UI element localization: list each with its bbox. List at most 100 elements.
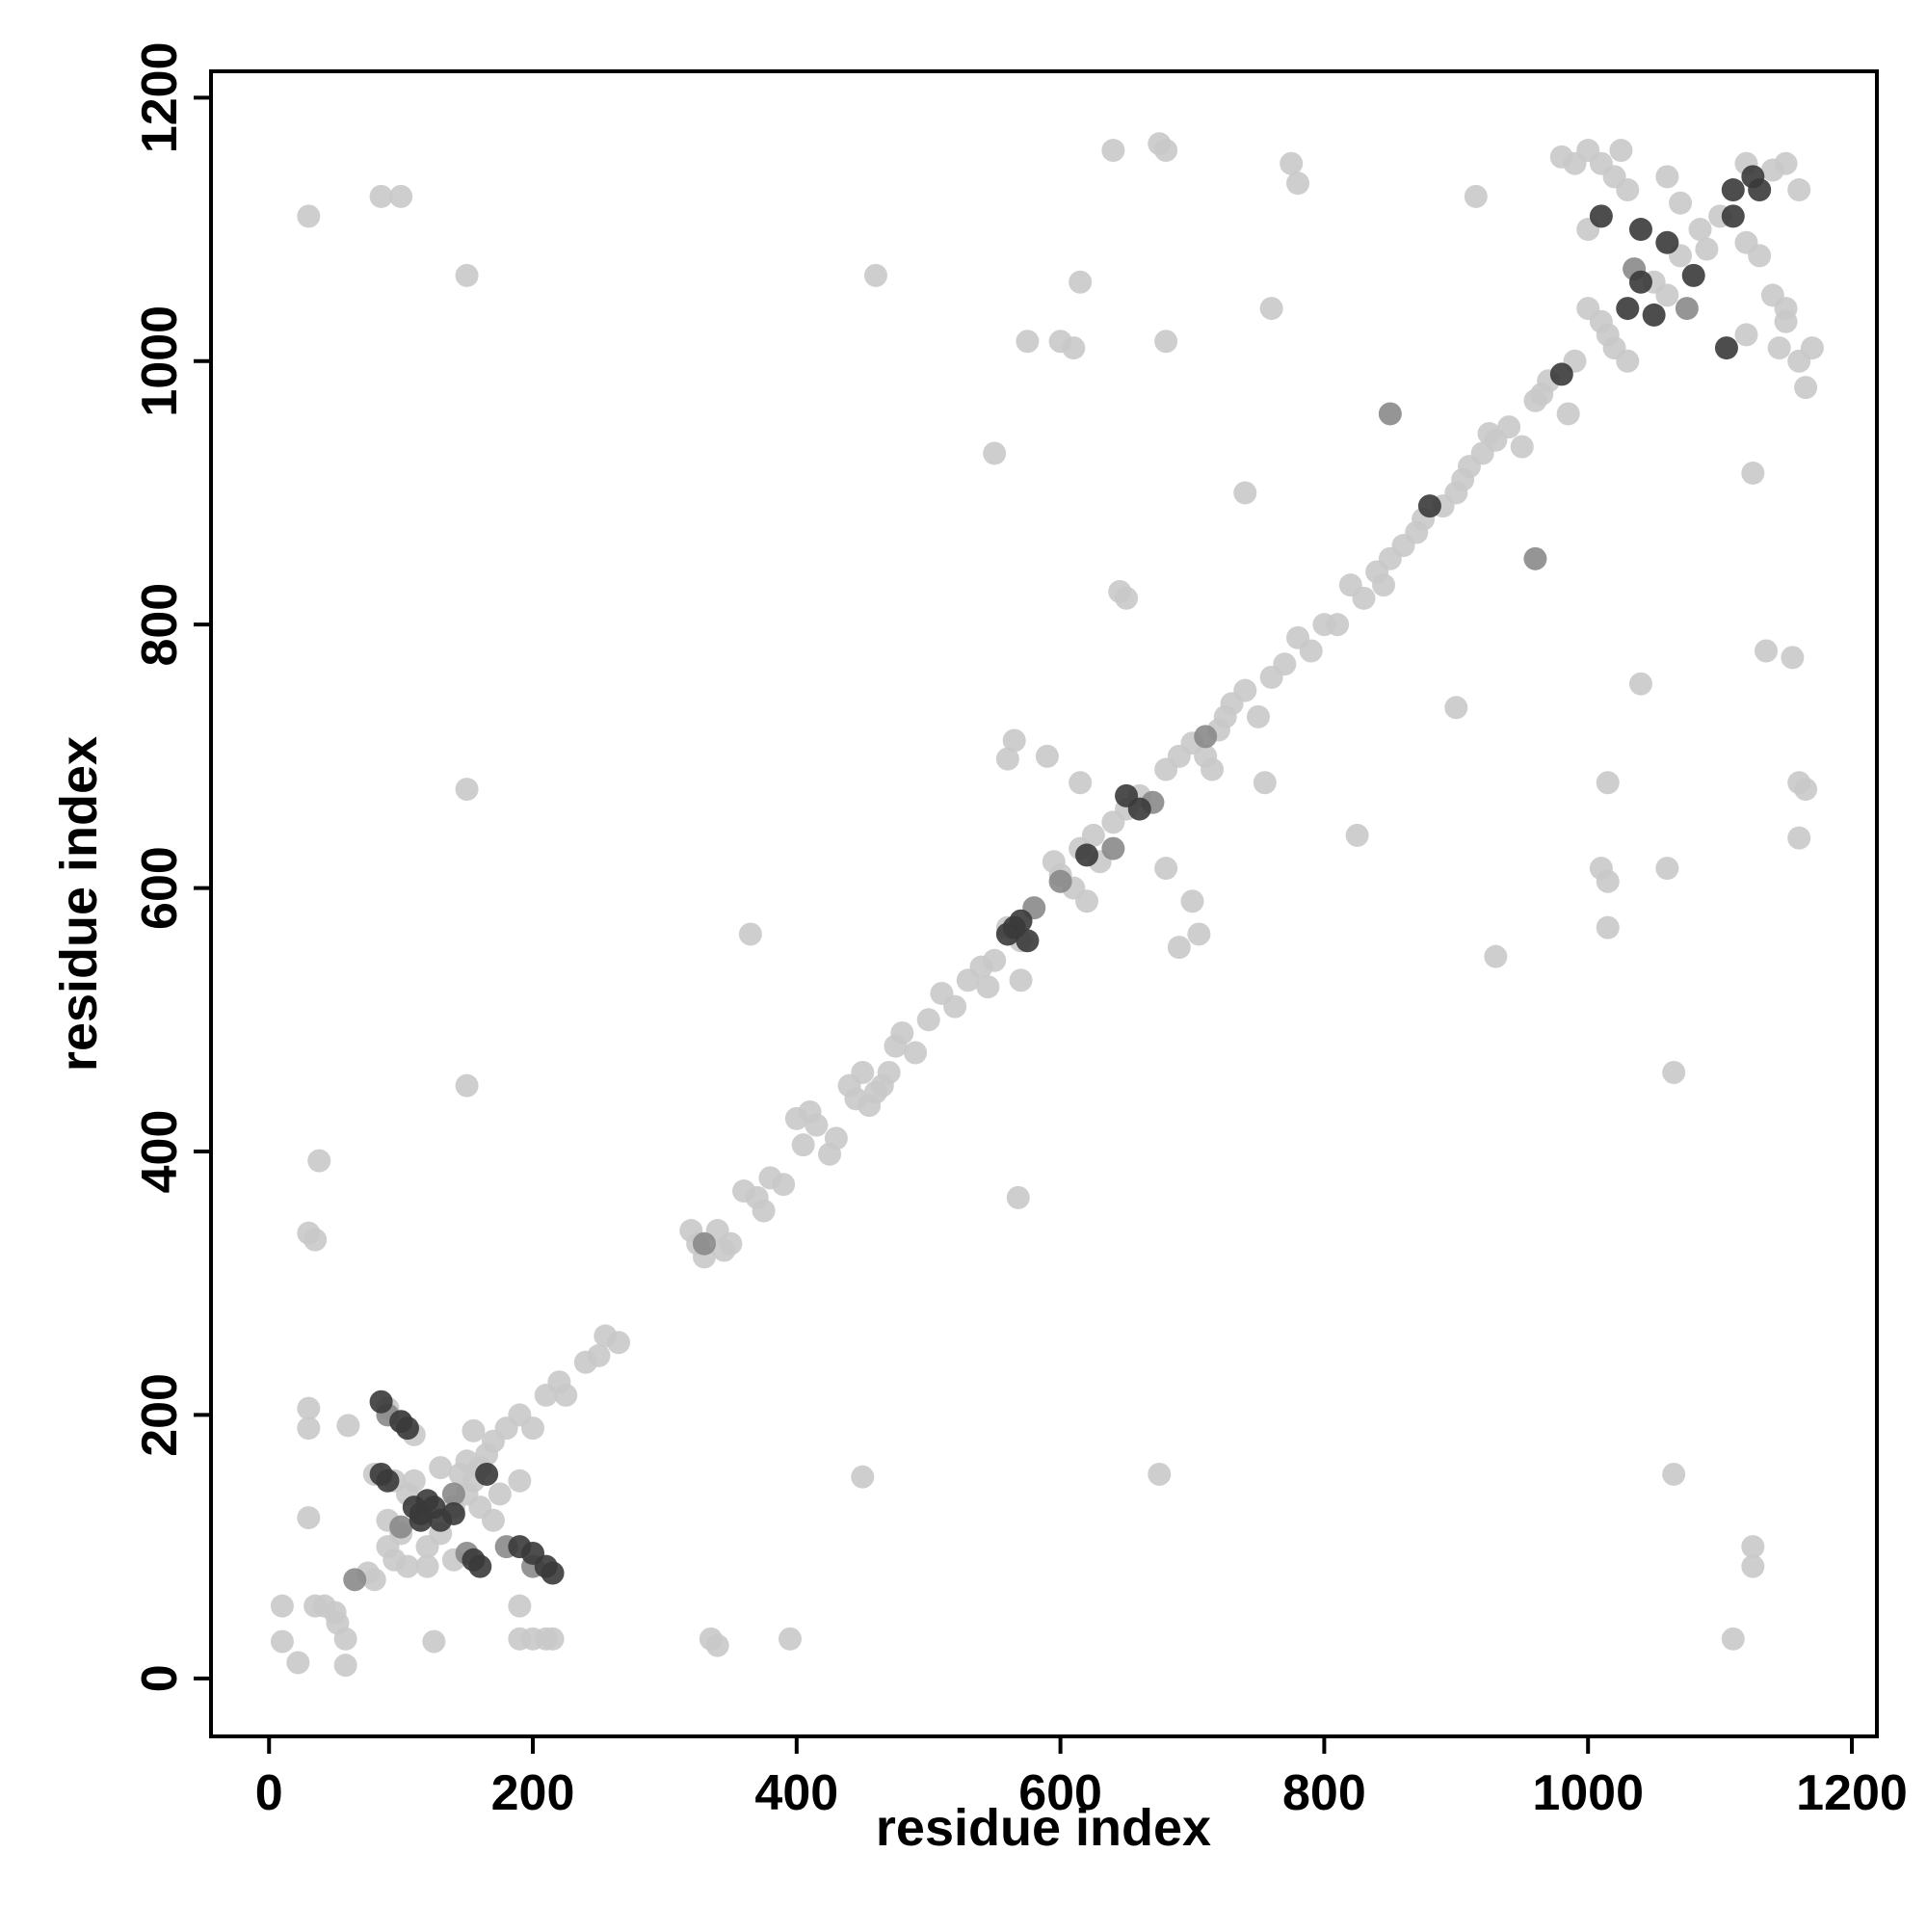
point — [1345, 823, 1369, 847]
point — [395, 1554, 419, 1578]
point — [1781, 646, 1805, 670]
x-tick-label: 200 — [491, 1765, 575, 1821]
point — [554, 1383, 578, 1407]
point — [1417, 494, 1441, 518]
point — [1596, 915, 1620, 940]
point — [286, 1651, 310, 1675]
point — [705, 1633, 729, 1657]
point — [1352, 586, 1376, 610]
point — [1115, 783, 1139, 807]
point — [1741, 461, 1765, 485]
point — [1596, 771, 1620, 795]
point — [1167, 936, 1191, 960]
point — [1101, 139, 1125, 163]
point — [369, 1389, 393, 1414]
point — [1721, 1627, 1745, 1651]
point — [1280, 151, 1304, 175]
point — [297, 1506, 321, 1530]
point — [1609, 139, 1633, 163]
point — [1681, 263, 1705, 287]
point — [1741, 1554, 1765, 1578]
point — [1655, 283, 1679, 307]
x-tick-label: 0 — [255, 1765, 283, 1821]
point — [1009, 968, 1033, 992]
point — [409, 1508, 433, 1532]
point — [1794, 376, 1818, 400]
point — [851, 1060, 875, 1084]
point — [1002, 728, 1026, 753]
point — [1734, 230, 1758, 254]
point — [1655, 857, 1679, 881]
point — [297, 1416, 321, 1441]
point — [983, 441, 1007, 465]
point — [1101, 836, 1125, 860]
point — [1787, 826, 1811, 850]
y-tick-label: 1000 — [132, 305, 188, 417]
y-axis-title: residue index — [50, 736, 108, 1072]
point — [508, 1594, 532, 1618]
x-tick-label: 600 — [1018, 1765, 1102, 1821]
point — [1774, 151, 1798, 175]
point — [1016, 330, 1040, 354]
x-tick-label: 800 — [1282, 1765, 1366, 1821]
point — [1259, 297, 1283, 321]
point — [943, 994, 967, 1019]
point — [336, 1414, 360, 1438]
point — [1563, 151, 1587, 175]
point — [508, 1469, 532, 1493]
point — [1048, 869, 1072, 893]
point — [1069, 771, 1093, 795]
point — [692, 1231, 716, 1256]
y-tick-label: 0 — [132, 1664, 188, 1692]
point — [1721, 204, 1745, 228]
point — [1655, 230, 1679, 254]
point — [1326, 613, 1350, 637]
point — [1081, 823, 1105, 847]
point — [719, 1231, 743, 1256]
point — [1299, 639, 1323, 663]
point — [462, 1418, 486, 1442]
point — [1549, 362, 1573, 386]
point — [1695, 237, 1719, 261]
y-tick-label: 1200 — [132, 41, 188, 153]
point — [1464, 184, 1488, 208]
x-tick-label: 1000 — [1532, 1765, 1644, 1821]
point — [778, 1627, 802, 1651]
point — [1642, 303, 1666, 327]
plot-frame — [209, 69, 1879, 1738]
point — [521, 1416, 545, 1441]
x-tick-label: 1200 — [1796, 1765, 1908, 1821]
point — [916, 1008, 940, 1032]
point — [333, 1627, 357, 1651]
point — [1074, 889, 1098, 913]
point — [607, 1331, 631, 1355]
point — [1721, 178, 1745, 202]
point — [389, 1410, 413, 1434]
point — [1074, 843, 1098, 867]
point — [1596, 869, 1620, 893]
point — [1616, 297, 1640, 321]
point — [1589, 204, 1613, 228]
point — [1253, 771, 1277, 795]
point — [455, 778, 479, 802]
point — [441, 1482, 465, 1506]
point — [1662, 1060, 1686, 1084]
x-axis-title: residue index — [876, 1799, 1211, 1857]
point — [1556, 402, 1580, 426]
point — [877, 1060, 901, 1084]
point — [738, 922, 762, 946]
point — [1154, 139, 1178, 163]
point — [1062, 336, 1086, 360]
point — [1233, 481, 1257, 505]
point — [1497, 415, 1521, 439]
point — [1378, 402, 1402, 426]
y-tick-label: 800 — [132, 583, 188, 667]
point — [270, 1594, 294, 1618]
point — [863, 263, 887, 287]
point — [415, 1554, 439, 1578]
point — [429, 1456, 453, 1480]
point — [1069, 270, 1093, 294]
point — [1009, 909, 1033, 933]
point — [1180, 889, 1204, 913]
